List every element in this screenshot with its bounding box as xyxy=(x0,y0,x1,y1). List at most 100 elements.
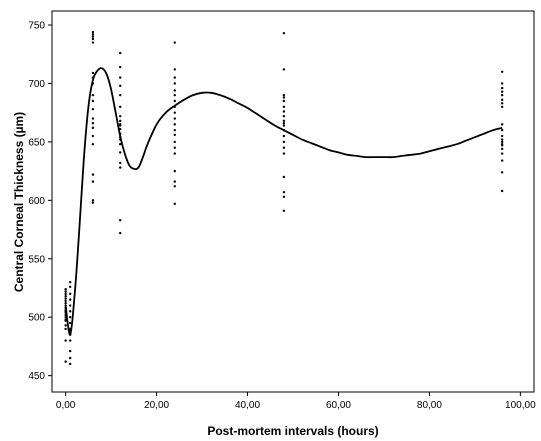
x-tick-label: 40,00 xyxy=(235,400,260,411)
data-point xyxy=(282,96,286,99)
data-point xyxy=(68,304,72,307)
data-point xyxy=(173,82,176,85)
data-point xyxy=(173,129,176,132)
data-point xyxy=(173,169,176,173)
data-point xyxy=(91,126,95,130)
data-point xyxy=(173,146,176,149)
data-point xyxy=(282,105,286,109)
data-point xyxy=(173,152,176,155)
data-point xyxy=(500,70,504,73)
data-point xyxy=(500,189,504,193)
data-point xyxy=(173,180,176,183)
data-point xyxy=(64,294,67,298)
x-axis: 0,00 20,00 40,00 60,00 80,00 100,00 xyxy=(56,392,536,411)
data-point xyxy=(91,143,95,146)
data-point xyxy=(119,218,122,222)
data-point xyxy=(68,285,72,289)
data-point xyxy=(282,152,286,155)
data-point xyxy=(173,133,176,137)
x-tick-label: 80,00 xyxy=(417,400,442,411)
data-point xyxy=(173,93,176,97)
data-point xyxy=(282,195,286,199)
data-point xyxy=(500,102,504,105)
data-point xyxy=(64,327,67,331)
data-point xyxy=(119,76,122,79)
data-point xyxy=(64,287,67,291)
data-point xyxy=(91,37,95,41)
data-point xyxy=(91,71,95,75)
data-point xyxy=(64,297,67,300)
data-point xyxy=(91,107,95,111)
data-point xyxy=(119,124,122,127)
data-point xyxy=(68,298,72,301)
data-point xyxy=(282,32,286,35)
data-point xyxy=(91,35,95,38)
data-point xyxy=(282,114,286,118)
data-point xyxy=(119,114,122,118)
data-point xyxy=(91,99,95,103)
y-tick-label: 600 xyxy=(28,196,45,207)
y-tick-label: 750 xyxy=(28,21,45,32)
data-point xyxy=(91,121,95,125)
data-point xyxy=(173,117,176,120)
y-tick-label: 550 xyxy=(28,254,45,265)
data-point xyxy=(91,180,95,183)
data-point xyxy=(500,98,504,102)
data-point xyxy=(500,140,504,144)
data-point xyxy=(282,175,286,179)
data-point xyxy=(282,93,286,97)
data-point xyxy=(119,65,122,69)
plot-frame xyxy=(51,10,535,393)
data-point xyxy=(91,30,95,34)
data-point xyxy=(68,356,72,360)
data-point xyxy=(68,310,72,313)
data-point xyxy=(119,231,122,235)
data-point xyxy=(64,301,67,305)
data-point xyxy=(282,134,286,138)
data-point xyxy=(91,93,95,97)
data-point xyxy=(173,111,176,114)
data-point xyxy=(282,140,286,144)
y-tick-label: 700 xyxy=(28,79,45,90)
data-point xyxy=(173,140,176,144)
data-point xyxy=(119,51,122,55)
data-point xyxy=(282,209,286,213)
data-point xyxy=(500,82,504,85)
data-point xyxy=(282,119,286,123)
data-point xyxy=(500,123,504,126)
y-tick-label: 650 xyxy=(28,137,45,148)
x-tick-label: 100,00 xyxy=(505,400,536,411)
data-point xyxy=(500,93,504,97)
x-tick-label: 60,00 xyxy=(326,400,351,411)
data-point xyxy=(173,41,176,44)
data-point xyxy=(119,105,122,109)
x-axis-title: Post-mortem intervals (hours) xyxy=(207,424,378,438)
data-point xyxy=(282,110,286,113)
data-point xyxy=(173,123,176,126)
data-point xyxy=(64,324,67,327)
data-point xyxy=(173,185,176,188)
data-point xyxy=(68,362,72,366)
data-point xyxy=(91,41,95,44)
data-point xyxy=(68,321,72,325)
data-point xyxy=(68,292,72,296)
data-point xyxy=(500,159,504,162)
data-point xyxy=(500,129,504,132)
data-point xyxy=(119,93,122,97)
data-point xyxy=(91,201,95,204)
data-point xyxy=(500,171,504,174)
y-tick-label: 500 xyxy=(28,313,45,324)
data-point xyxy=(282,190,286,194)
data-point xyxy=(500,134,504,138)
data-point xyxy=(64,299,67,303)
x-tick-label: 0,00 xyxy=(56,400,76,411)
data-point xyxy=(119,84,122,87)
data-point xyxy=(500,152,504,155)
data-point xyxy=(64,318,67,321)
data-point xyxy=(282,68,286,71)
y-axis: 450 500 550 600 650 700 750 xyxy=(28,21,52,382)
data-point xyxy=(173,202,176,206)
data-point xyxy=(119,119,122,123)
data-point xyxy=(119,161,122,165)
